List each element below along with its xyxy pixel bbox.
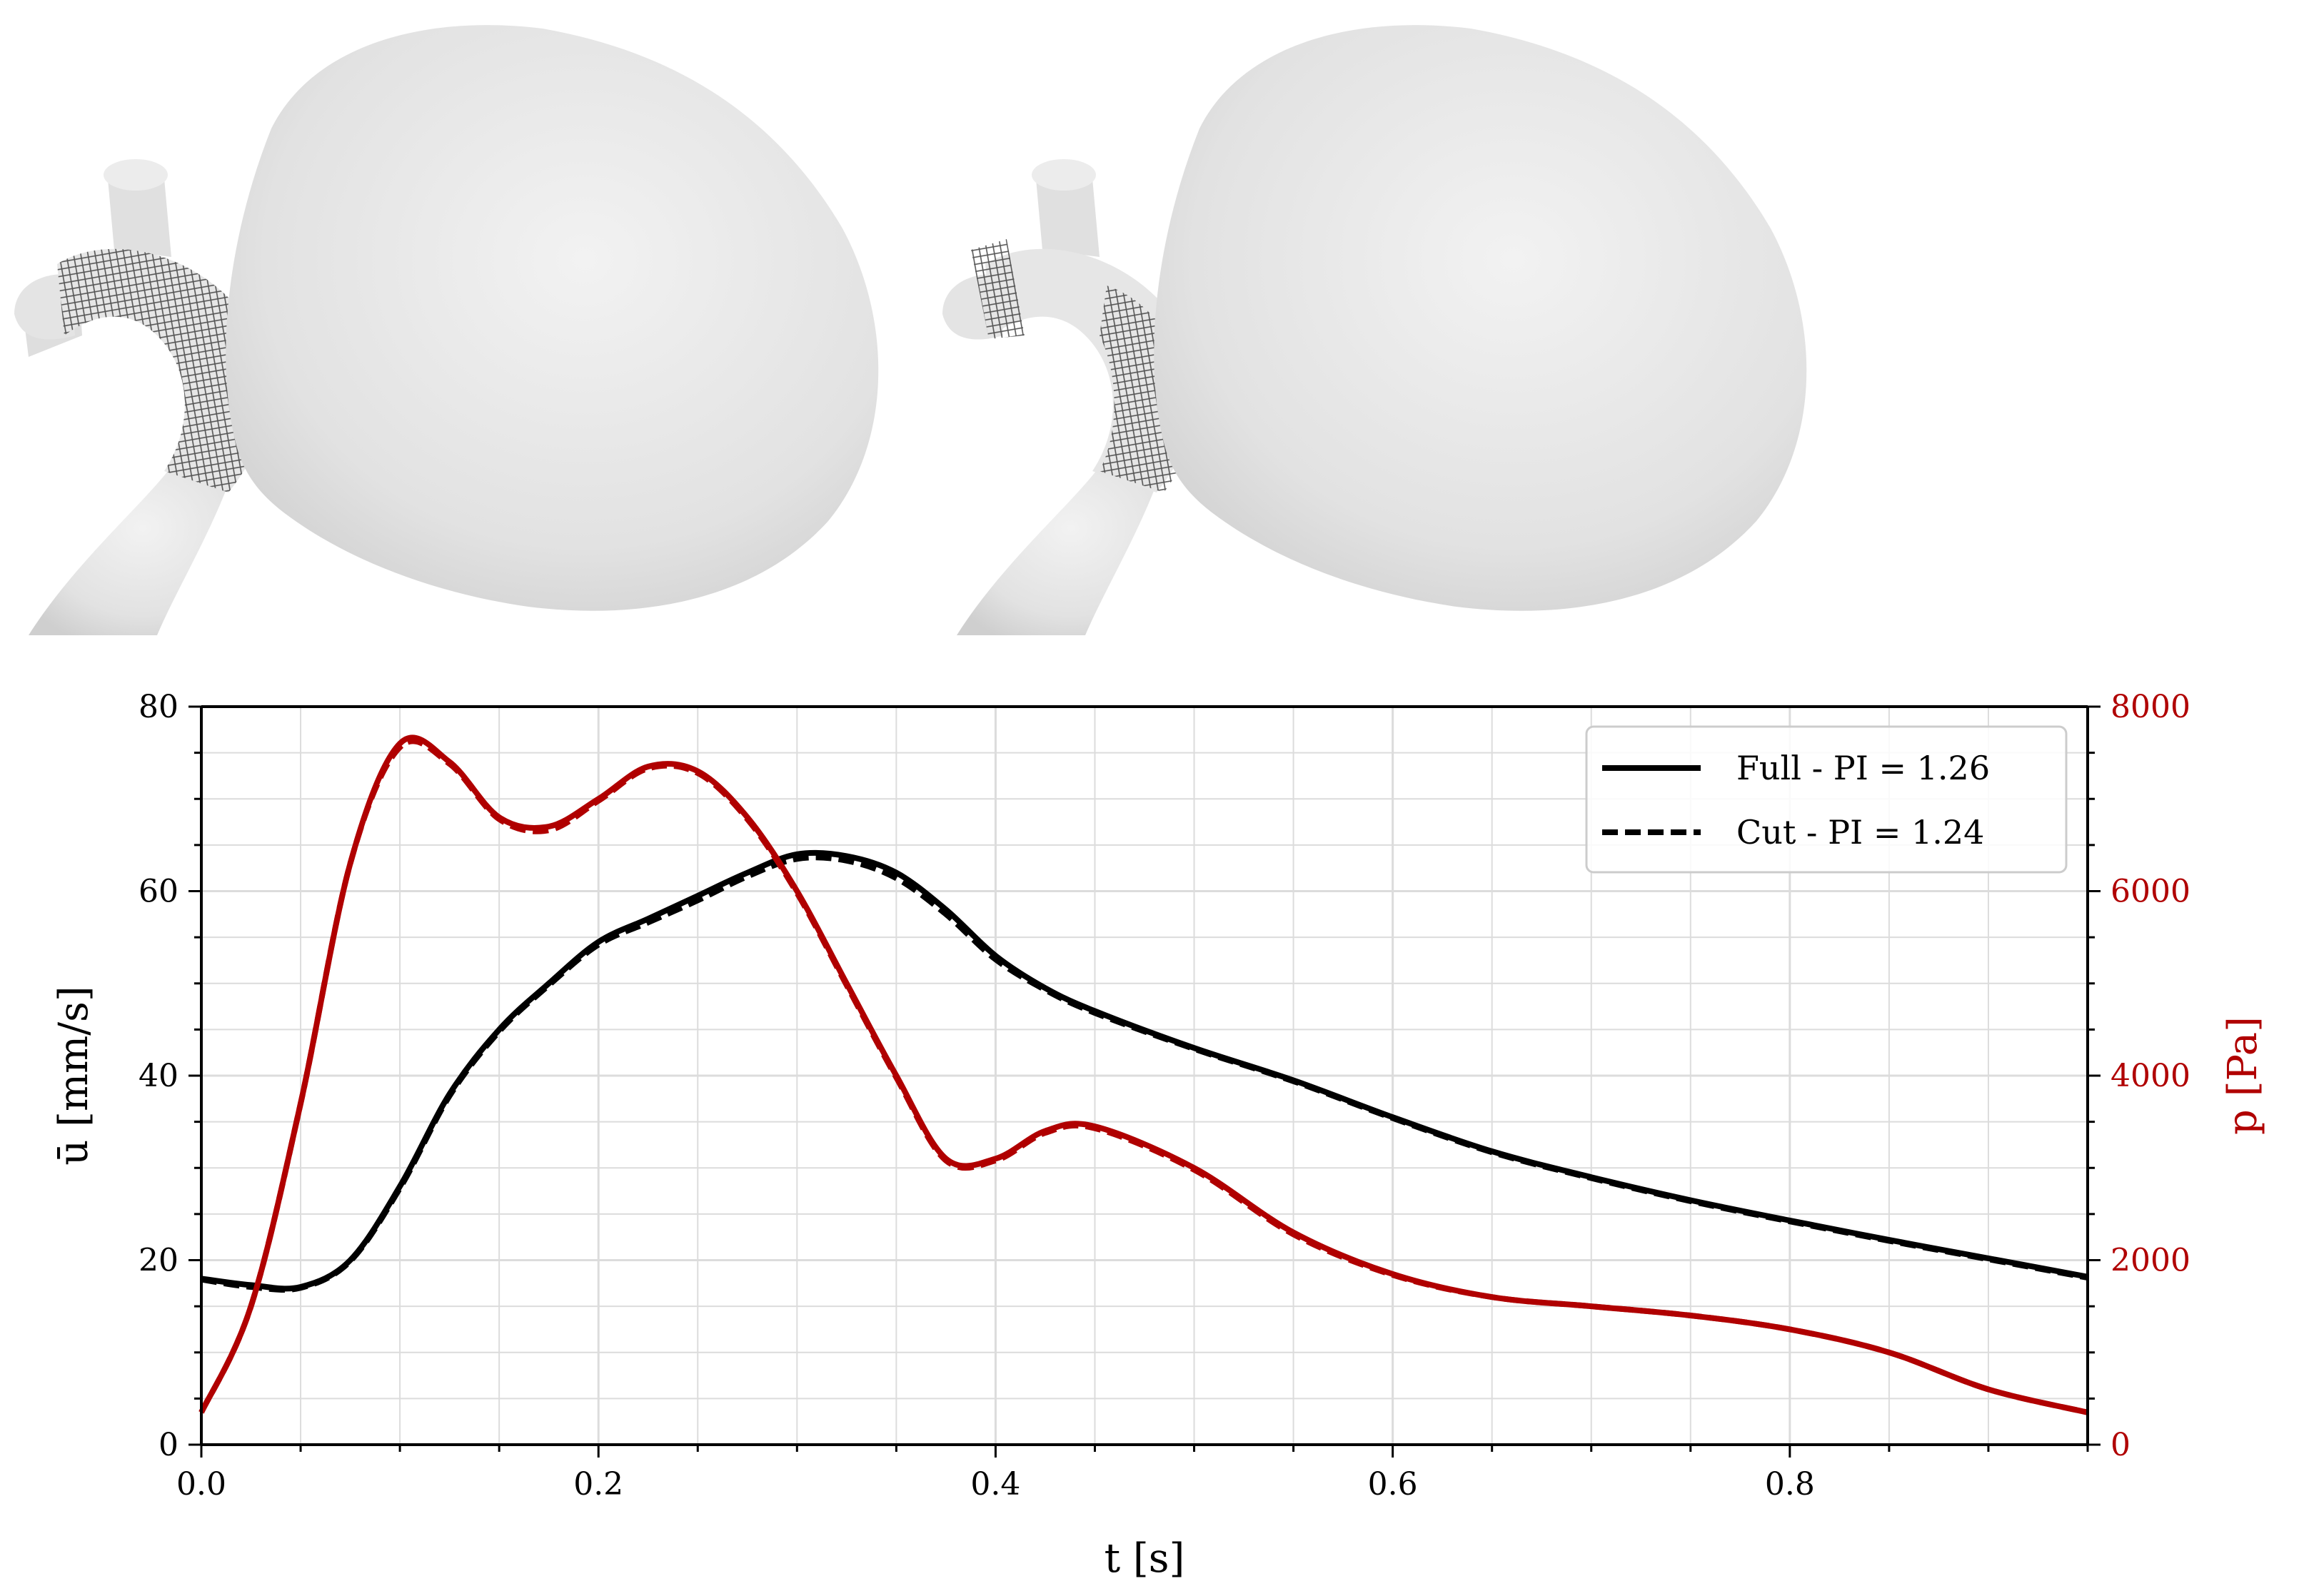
y-right-tick-label: 0 bbox=[2111, 1427, 2131, 1463]
x-tick-label: 0.8 bbox=[1765, 1466, 1815, 1502]
legend-label: Cut - PI = 1.24 bbox=[1736, 813, 1984, 852]
stent-mesh-piece-1 bbox=[971, 239, 1025, 339]
x-tick-label: 0.6 bbox=[1368, 1466, 1418, 1502]
legend-box bbox=[1585, 725, 2068, 874]
x-tick-label: 0.2 bbox=[573, 1466, 623, 1502]
aneurysm-cut-stent-render bbox=[942, 25, 1807, 635]
parent-artery bbox=[957, 457, 1164, 635]
x-axis-label: t [s] bbox=[1105, 1535, 1185, 1582]
aneurysm-full-stent-render bbox=[14, 25, 879, 635]
x-tick-label: 0.4 bbox=[970, 1466, 1020, 1502]
legend-label: Full - PI = 1.26 bbox=[1736, 749, 1990, 787]
series bbox=[198, 734, 2088, 1415]
y-right-tick-label: 4000 bbox=[2111, 1058, 2190, 1094]
y-left-tick-label: 40 bbox=[139, 1058, 178, 1094]
parent-artery bbox=[29, 457, 236, 635]
y-left-tick-label: 20 bbox=[139, 1243, 178, 1279]
y-right-tick-label: 8000 bbox=[2111, 689, 2190, 725]
ticks: 0.0 0.2 0.4 0.6 0.8 0 20 40 60 80 0 2000 4000 6000 800… bbox=[51, 689, 2266, 1582]
series-line-pressure-solid bbox=[198, 734, 2088, 1415]
y-right-tick-label: 6000 bbox=[2111, 874, 2190, 910]
aneurysm-sac bbox=[1154, 25, 1807, 611]
aneurysm-sac bbox=[226, 25, 879, 611]
y-left-tick-label: 60 bbox=[139, 874, 178, 910]
y-right-tick-label: 2000 bbox=[2111, 1243, 2190, 1279]
y-left-tick-label: 0 bbox=[159, 1427, 178, 1463]
x-tick-label: 0.0 bbox=[176, 1466, 226, 1502]
grid bbox=[200, 705, 2088, 1446]
y-left-tick-label: 80 bbox=[139, 689, 178, 725]
y-axis-left-label: ū [mm/s] bbox=[51, 986, 97, 1165]
legend: Full - PI = 1.26 Cut - PI = 1.24 bbox=[1585, 725, 2068, 874]
series-line-velocity-solid bbox=[201, 849, 2088, 1292]
series-line-pressure-dashed bbox=[198, 738, 2088, 1415]
axes bbox=[200, 705, 2089, 1446]
y-axis-right-label: p [Pa] bbox=[2220, 1016, 2266, 1135]
stent-mesh bbox=[57, 248, 269, 493]
series-line-velocity-dashed bbox=[201, 854, 2088, 1293]
